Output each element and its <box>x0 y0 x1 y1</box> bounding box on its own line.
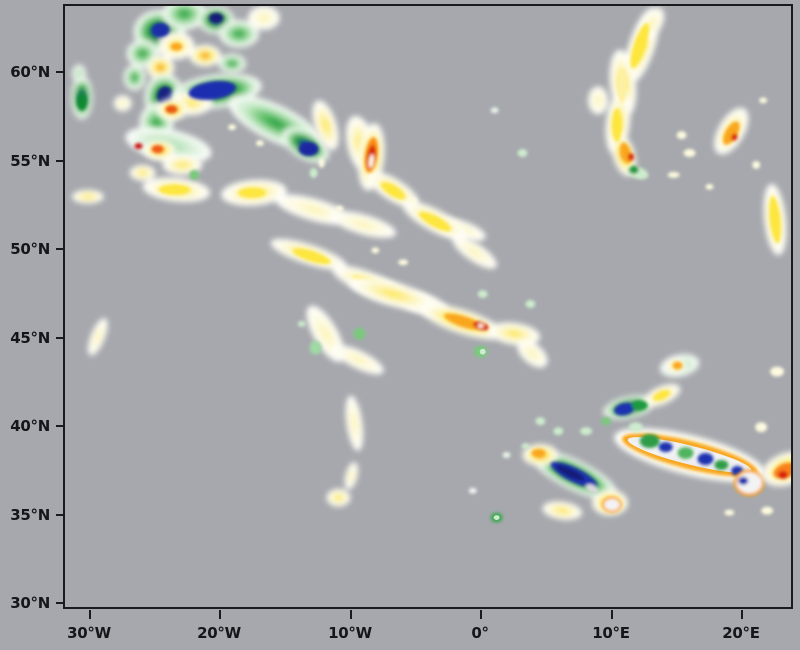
x-tick-10W <box>350 610 352 619</box>
x-label-30W: 30°W <box>67 624 111 642</box>
y-tick-45N <box>56 337 65 339</box>
y-label-35N: 35°N <box>10 506 50 524</box>
y-tick-60N <box>56 71 65 73</box>
map-data-layer <box>70 6 791 523</box>
x-tick-20W <box>219 610 221 619</box>
y-tick-50N <box>56 248 65 250</box>
x-tick-30W <box>89 610 91 619</box>
y-label-50N: 50°N <box>10 240 50 258</box>
x-tick-20E <box>741 610 743 619</box>
y-label-45N: 45°N <box>10 329 50 347</box>
x-label-20E: 20°E <box>722 624 760 642</box>
x-label-20W: 20°W <box>197 624 241 642</box>
y-tick-30N <box>56 602 65 604</box>
x-tick-0 <box>480 610 482 619</box>
x-label-10E: 10°E <box>592 624 630 642</box>
x-label-0: 0° <box>471 624 489 642</box>
map-plot-area[interactable] <box>63 4 793 609</box>
y-tick-35N <box>56 514 65 516</box>
x-tick-10E <box>611 610 613 619</box>
y-tick-40N <box>56 425 65 427</box>
y-label-30N: 30°N <box>10 594 50 612</box>
x-label-10W: 10°W <box>328 624 372 642</box>
y-label-40N: 40°N <box>10 417 50 435</box>
y-tick-55N <box>56 160 65 162</box>
y-label-55N: 55°N <box>10 152 50 170</box>
y-label-60N: 60°N <box>10 63 50 81</box>
